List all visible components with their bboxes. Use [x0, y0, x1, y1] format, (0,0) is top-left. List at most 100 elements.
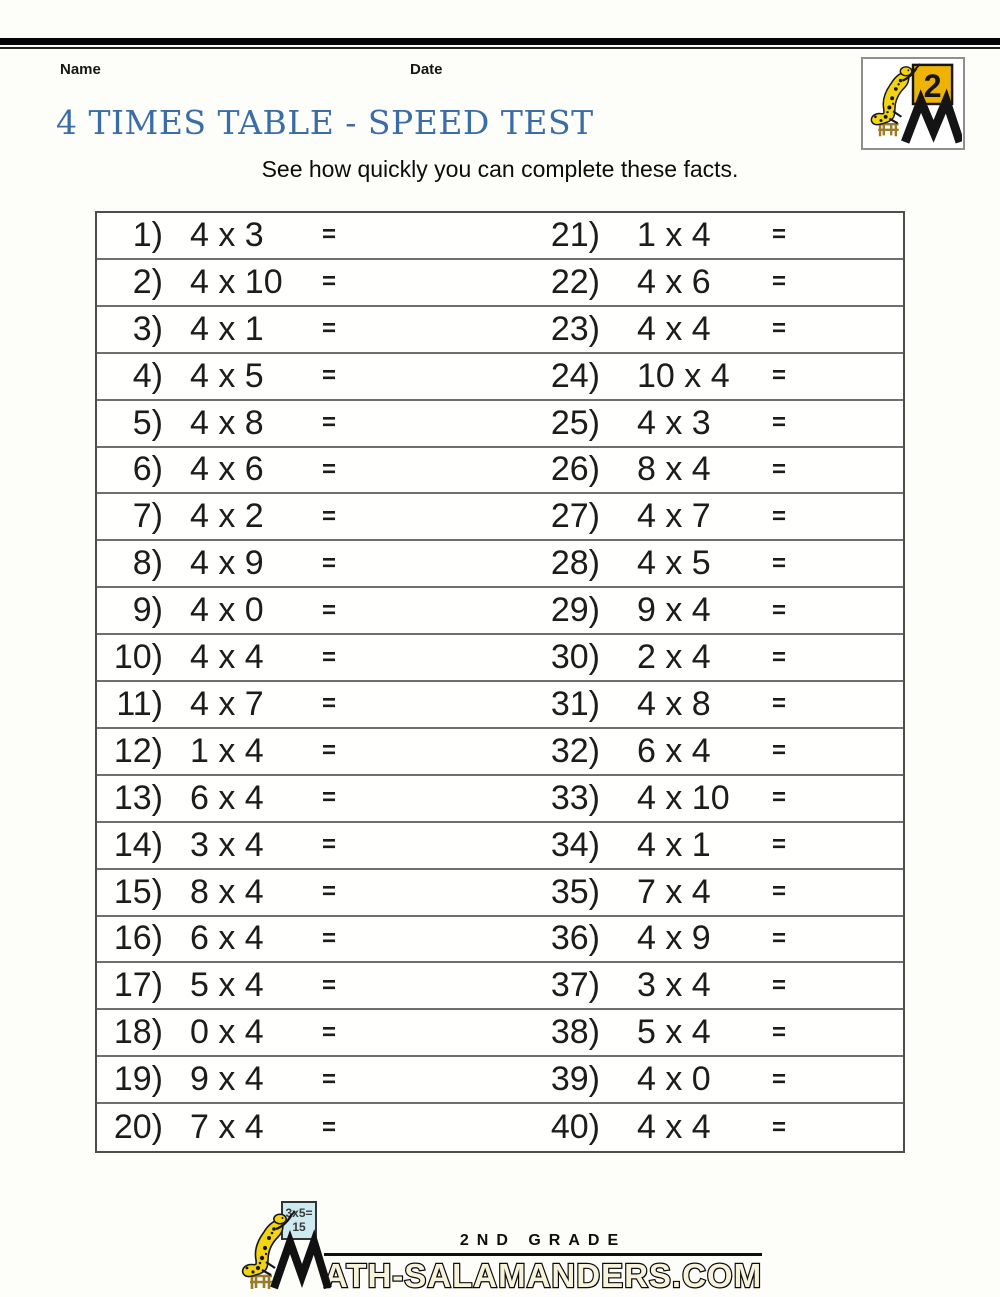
equals-sign: =: [772, 831, 787, 859]
answer-blank[interactable]: [802, 213, 903, 258]
equals-sign: =: [322, 878, 337, 906]
answer-blank[interactable]: [352, 260, 532, 305]
problem-expression: 4 x 8: [190, 403, 264, 442]
answer-blank[interactable]: [352, 1057, 532, 1102]
problem-expression: 4 x 7: [637, 497, 711, 536]
problem-expression: 1 x 4: [637, 215, 711, 254]
problem-number: 9): [132, 591, 163, 630]
answer-blank[interactable]: [802, 729, 903, 774]
answer-blank[interactable]: [802, 1010, 903, 1055]
problem-number: 13): [113, 778, 163, 817]
answer-blank[interactable]: [802, 682, 903, 727]
answer-blank[interactable]: [352, 588, 532, 633]
problem-expression: 3 x 4: [190, 825, 264, 864]
problem-number: 34): [550, 825, 600, 864]
answer-blank[interactable]: [802, 635, 903, 680]
problem-expression: 7 x 4: [190, 1108, 264, 1147]
problem-expression: 4 x 3: [637, 403, 711, 442]
problem-expression: 9 x 4: [637, 591, 711, 630]
problem-number: 17): [113, 966, 163, 1005]
table-row: 3) 4 x 1 = 23) 4 x 4 =: [97, 307, 903, 354]
answer-blank[interactable]: [352, 917, 532, 962]
equals-sign: =: [322, 737, 337, 765]
problem-expression: 4 x 4: [637, 309, 711, 348]
answer-blank[interactable]: [352, 541, 532, 586]
equals-sign: =: [322, 268, 337, 296]
problem-expression: 3 x 4: [637, 966, 711, 1005]
answer-blank[interactable]: [802, 1057, 903, 1102]
table-row: 13) 6 x 4 = 33) 4 x 10 =: [97, 776, 903, 823]
answer-blank[interactable]: [352, 682, 532, 727]
answer-blank[interactable]: [352, 1010, 532, 1055]
answer-blank[interactable]: [802, 870, 903, 915]
page-title: 4 TIMES TABLE - SPEED TEST: [56, 103, 594, 142]
equals-sign: =: [322, 409, 337, 437]
answer-blank[interactable]: [352, 635, 532, 680]
problem-expression: 1 x 4: [190, 731, 264, 770]
problem-expression: 4 x 0: [190, 591, 264, 630]
problem-expression: 4 x 0: [637, 1060, 711, 1099]
answer-blank[interactable]: [352, 213, 532, 258]
answer-blank[interactable]: [352, 823, 532, 868]
footer-rule: [323, 1253, 763, 1256]
answer-blank[interactable]: [802, 776, 903, 821]
chalkboard-line2: 15: [292, 1220, 306, 1234]
problem-expression: 8 x 4: [190, 872, 264, 911]
answer-blank[interactable]: [352, 870, 532, 915]
problem-number: 30): [550, 638, 600, 677]
answer-blank[interactable]: [352, 1104, 532, 1151]
equals-sign: =: [322, 971, 337, 999]
answer-blank[interactable]: [352, 354, 532, 399]
equals-sign: =: [772, 455, 787, 483]
problem-number: 36): [550, 919, 600, 958]
equals-sign: =: [322, 1065, 337, 1093]
problem-expression: 4 x 10: [637, 778, 730, 817]
equals-sign: =: [772, 549, 787, 577]
equals-sign: =: [772, 1113, 787, 1141]
problem-expression: 6 x 4: [190, 919, 264, 958]
table-row: 20) 7 x 4 = 40) 4 x 4 =: [97, 1104, 903, 1151]
answer-blank[interactable]: [802, 260, 903, 305]
problem-number: 27): [550, 497, 600, 536]
problem-number: 32): [550, 731, 600, 770]
logo-m-shape: [901, 88, 962, 144]
footer-logo: 3x5= 15: [238, 1196, 334, 1297]
answer-blank[interactable]: [802, 354, 903, 399]
answer-blank[interactable]: [802, 963, 903, 1008]
table-row: 10) 4 x 4 = 30) 2 x 4 =: [97, 635, 903, 682]
answer-blank[interactable]: [352, 401, 532, 446]
answer-blank[interactable]: [352, 307, 532, 352]
answer-blank[interactable]: [352, 776, 532, 821]
footer-text: 2ND GRADE ATH-SALAMANDERS.COM: [323, 1232, 763, 1297]
answer-blank[interactable]: [802, 448, 903, 493]
subtitle: See how quickly you can complete these f…: [261, 156, 739, 182]
answer-blank[interactable]: [352, 963, 532, 1008]
answer-blank[interactable]: [802, 823, 903, 868]
problem-expression: 4 x 6: [190, 450, 264, 489]
problem-expression: 8 x 4: [637, 450, 711, 489]
answer-blank[interactable]: [802, 588, 903, 633]
answer-blank[interactable]: [802, 494, 903, 539]
answer-blank[interactable]: [802, 917, 903, 962]
equals-sign: =: [322, 549, 337, 577]
equals-sign: =: [322, 315, 337, 343]
answer-blank[interactable]: [802, 541, 903, 586]
grade-logo: 2: [861, 57, 965, 150]
equals-sign: =: [772, 643, 787, 671]
answer-blank[interactable]: [802, 401, 903, 446]
answer-blank[interactable]: [352, 448, 532, 493]
answer-blank[interactable]: [352, 494, 532, 539]
answer-blank[interactable]: [802, 1104, 903, 1151]
problem-number: 15): [113, 872, 163, 911]
answer-blank[interactable]: [352, 729, 532, 774]
footer-logo-graphic: 3x5= 15: [241, 1201, 332, 1291]
problem-number: 38): [550, 1013, 600, 1052]
problem-number: 2): [132, 262, 163, 301]
equals-sign: =: [322, 1018, 337, 1046]
problem-number: 24): [550, 356, 600, 395]
problem-number: 33): [550, 778, 600, 817]
answer-blank[interactable]: [802, 307, 903, 352]
problem-number: 12): [113, 731, 163, 770]
equals-sign: =: [772, 221, 787, 249]
problem-expression: 4 x 4: [190, 638, 264, 677]
